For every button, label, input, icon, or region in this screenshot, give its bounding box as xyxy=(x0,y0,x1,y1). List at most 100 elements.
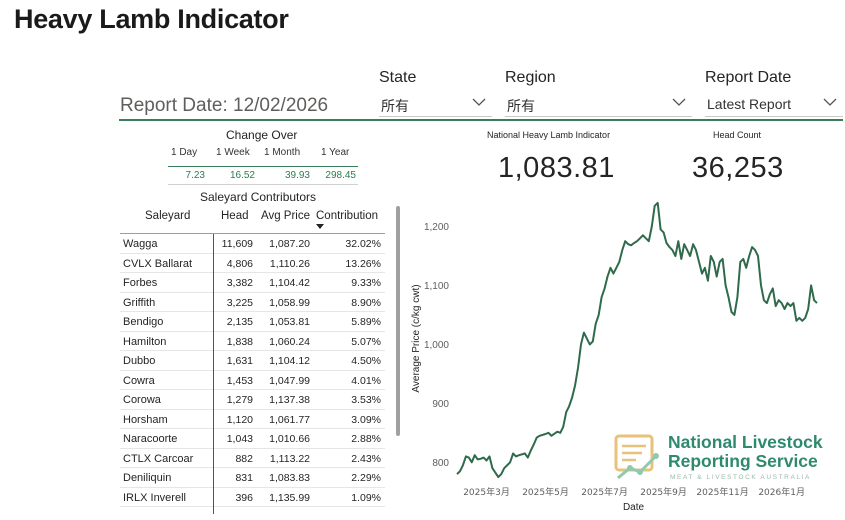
head-count-cell: 4,806 xyxy=(226,257,253,270)
x-tick-label: 2025年7月 xyxy=(581,486,628,498)
contribution-cell: 1.09% xyxy=(351,491,381,504)
change-over-divider xyxy=(168,166,358,167)
change-over-bottom-rule xyxy=(168,184,358,185)
avg-price-cell: 1,104.12 xyxy=(269,355,310,367)
column-header-contribution[interactable]: Contribution xyxy=(316,210,379,222)
change-over-header-1week: 1 Week xyxy=(216,147,250,158)
saleyard-name-cell: Deniliquin xyxy=(123,472,172,484)
table-scrollbar[interactable] xyxy=(396,206,400,436)
avg-price-cell: 1,053.81 xyxy=(269,316,310,328)
table-row[interactable]: Cowra 1,453 1,047.99 4.01% xyxy=(120,371,385,390)
page-title: Heavy Lamb Indicator xyxy=(14,4,289,34)
indicator-label: National Heavy Lamb Indicator xyxy=(487,130,611,140)
state-dropdown[interactable]: 所有 xyxy=(379,92,492,117)
contribution-cell: 5.89% xyxy=(351,316,381,328)
contribution-cell: 13.26% xyxy=(345,257,381,270)
table-column-divider xyxy=(213,234,214,514)
saleyard-name-cell: CVLX Ballarat xyxy=(123,257,193,270)
avg-price-cell: 1,061.77 xyxy=(269,413,310,426)
head-count-cell: 882 xyxy=(235,452,253,465)
table-row[interactable]: CVLX Ballarat 4,806 1,110.26 13.26% xyxy=(120,254,385,273)
saleyard-contributors-title: Saleyard Contributors xyxy=(200,190,317,204)
contribution-cell: 2.43% xyxy=(351,452,381,465)
headcount-label: Head Count xyxy=(713,130,762,140)
y-axis-label: Average Price (c/kg cwt) xyxy=(411,284,422,392)
region-slicer-label: Region xyxy=(505,69,556,86)
avg-price-cell: 1,060.24 xyxy=(269,335,310,348)
saleyard-name-cell: Griffith xyxy=(123,296,156,309)
saleyard-name-cell: Naracoorte xyxy=(123,433,178,445)
saleyard-name-cell: CTLX Carcoar xyxy=(123,452,194,465)
column-header-avg-price[interactable]: Avg Price xyxy=(261,210,311,222)
header-divider xyxy=(119,119,843,121)
column-header-saleyard[interactable]: Saleyard xyxy=(145,210,191,222)
price-series-line xyxy=(456,201,818,479)
logo-text-line1: National Livestock xyxy=(668,432,823,452)
change-over-value-1month: 39.93 xyxy=(284,170,310,181)
head-count-cell: 1,043 xyxy=(226,433,253,445)
head-count-cell: 11,609 xyxy=(221,238,253,250)
sort-descending-icon xyxy=(316,224,324,229)
x-axis-label: Date xyxy=(623,502,645,513)
change-over-header-1year: 1 Year xyxy=(321,147,350,158)
head-count-cell: 1,838 xyxy=(226,335,253,348)
saleyard-name-cell: Hamilton xyxy=(123,335,167,348)
x-tick-label: 2025年3月 xyxy=(463,486,510,498)
contribution-cell: 3.53% xyxy=(351,394,381,406)
saleyard-name-cell: Forbes xyxy=(123,277,158,289)
saleyard-name-cell: IRLX Inverell xyxy=(123,491,186,504)
avg-price-cell: 1,010.66 xyxy=(269,433,310,445)
chevron-down-icon xyxy=(823,98,837,106)
change-over-title: Change Over xyxy=(226,128,298,142)
head-count-cell: 1,120 xyxy=(226,413,253,426)
contribution-cell: 4.01% xyxy=(351,374,381,387)
report-date-text: Report Date: 12/02/2026 xyxy=(120,95,329,116)
table-row[interactable]: Deniliquin 831 1,083.83 2.29% xyxy=(120,468,385,488)
logo-text-line3: MEAT & LIVESTOCK AUSTRALIA xyxy=(670,474,811,481)
table-row[interactable]: CTLX Carcoar 882 1,113.22 2.43% xyxy=(120,449,385,468)
contribution-cell: 9.33% xyxy=(351,277,381,289)
region-dropdown-value: 所有 xyxy=(507,98,535,114)
table-row[interactable]: Horsham 1,120 1,061.77 3.09% xyxy=(120,410,385,429)
change-over-value-1year: 298.45 xyxy=(325,170,356,181)
saleyard-name-cell: Dubbo xyxy=(123,355,156,367)
contribution-cell: 4.50% xyxy=(351,355,381,367)
saleyard-name-cell: Cowra xyxy=(123,374,155,387)
report-date-dropdown[interactable]: Latest Report xyxy=(705,92,843,117)
avg-price-cell: 1,137.38 xyxy=(269,394,310,406)
table-row[interactable]: IRLX Inverell 396 1,135.99 1.09% xyxy=(120,488,385,507)
report-date-dropdown-value: Latest Report xyxy=(707,96,792,112)
saleyard-name-cell: Horsham xyxy=(123,413,168,426)
table-row[interactable]: Corowa 1,279 1,137.38 3.53% xyxy=(120,390,385,410)
table-row[interactable]: Forbes 3,382 1,104.42 9.33% xyxy=(120,273,385,293)
state-slicer-label: State xyxy=(379,69,417,86)
chevron-down-icon xyxy=(472,98,486,106)
saleyard-name-cell: Bendigo xyxy=(123,316,164,328)
y-tick-label: 1,200 xyxy=(424,222,449,233)
region-dropdown[interactable]: 所有 xyxy=(505,92,692,117)
price-line-chart: 800 900 1,000 1,100 1,200 2025年3月 2025年5月 2025年… xyxy=(411,201,818,513)
table-row[interactable]: Naracoorte 1,043 1,010.66 2.88% xyxy=(120,429,385,449)
saleyard-name-cell: Corowa xyxy=(123,394,161,406)
table-row[interactable]: Hamilton 1,838 1,060.24 5.07% xyxy=(120,332,385,351)
contribution-cell: 2.88% xyxy=(351,433,381,445)
contribution-cell: 32.02% xyxy=(345,238,381,250)
y-tick-label: 800 xyxy=(432,458,449,469)
table-row[interactable]: Wagga 11,609 1,087.20 32.02% xyxy=(120,234,385,254)
head-count-cell: 3,382 xyxy=(226,277,253,289)
avg-price-cell: 1,110.26 xyxy=(269,257,310,270)
column-header-head[interactable]: Head xyxy=(221,210,249,222)
y-tick-label: 1,000 xyxy=(424,340,449,351)
x-tick-label: 2025年11月 xyxy=(696,486,748,498)
nlrs-logo-icon xyxy=(614,434,659,480)
y-tick-label: 900 xyxy=(432,399,449,410)
indicator-value: 1,083.81 xyxy=(498,152,615,184)
table-row[interactable]: Griffith 3,225 1,058.99 8.90% xyxy=(120,293,385,312)
table-row[interactable]: Dubbo 1,631 1,104.12 4.50% xyxy=(120,351,385,371)
avg-price-cell: 1,058.99 xyxy=(269,296,310,309)
change-over-value-1day: 7.23 xyxy=(185,170,205,181)
table-row[interactable]: Bendigo 2,135 1,053.81 5.89% xyxy=(120,312,385,332)
head-count-cell: 3,225 xyxy=(226,296,253,309)
contribution-cell: 5.07% xyxy=(351,335,381,348)
table-header-rule xyxy=(120,233,385,234)
